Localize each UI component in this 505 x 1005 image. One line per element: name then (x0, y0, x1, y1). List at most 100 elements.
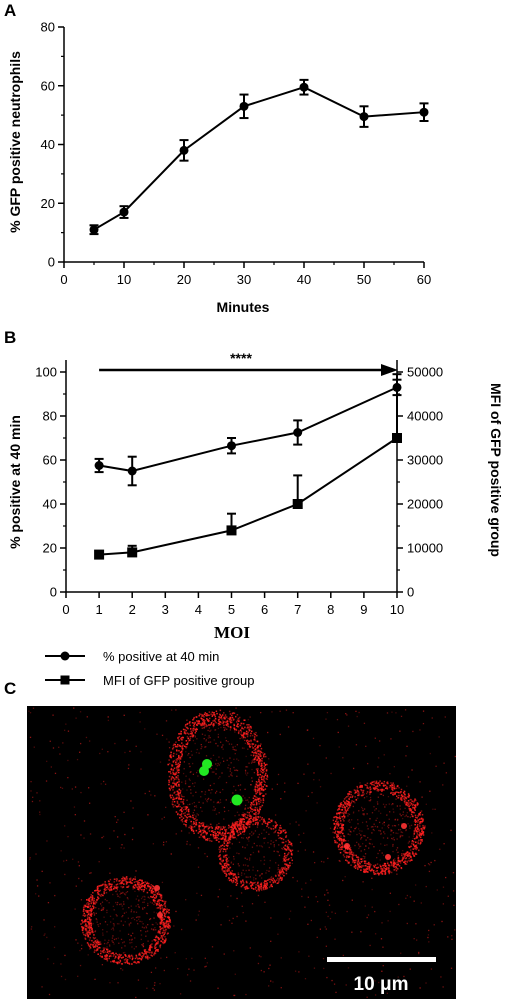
cell-membrane-speck (342, 844, 344, 847)
cell-membrane-speck (144, 956, 147, 958)
cell-interior-speck (252, 866, 254, 868)
cell-membrane-speck (162, 911, 164, 913)
cell-interior-speck (109, 915, 112, 917)
noise-speck (422, 710, 425, 712)
noise-speck (393, 766, 396, 768)
noise-speck (200, 836, 202, 838)
cell-membrane-speck (95, 944, 97, 946)
cell-membrane-speck (368, 869, 370, 871)
cell-membrane-speck (206, 837, 209, 840)
cell-membrane-speck (382, 869, 384, 871)
cell-membrane-speck (242, 879, 244, 881)
noise-speck (170, 709, 173, 711)
noise-speck (296, 880, 299, 882)
cell-membrane-speck (168, 920, 171, 923)
cell-membrane-speck (181, 745, 184, 747)
cell-membrane-speck (208, 724, 210, 726)
cell-membrane-speck (237, 726, 239, 728)
cell-membrane-speck (265, 887, 267, 889)
cell-membrane-speck (234, 873, 236, 875)
cell-membrane-speck (146, 881, 148, 884)
cell-membrane-speck (167, 932, 169, 935)
cell-membrane-speck (343, 815, 346, 818)
cell-membrane-speck (380, 868, 382, 870)
cell-membrane-speck (95, 942, 98, 944)
cell-membrane-speck (163, 912, 166, 915)
cell-membrane-speck (176, 785, 178, 788)
cell-membrane-speck (193, 825, 196, 828)
cell-interior-speck (241, 737, 243, 739)
cell-membrane-speck (381, 788, 383, 791)
cell-membrane-speck (214, 714, 216, 716)
cell-interior-speck (147, 896, 149, 898)
cell-interior-speck (201, 733, 204, 735)
cell-membrane-speck (284, 829, 286, 831)
cell-membrane-speck (192, 830, 195, 833)
cell-membrane-speck (195, 822, 198, 824)
cell-membrane-speck (232, 828, 235, 831)
cell-interior-speck (215, 763, 217, 765)
cell-membrane-speck (157, 899, 159, 902)
noise-speck (427, 863, 430, 865)
noise-speck (303, 832, 305, 834)
cell-interior-speck (133, 918, 136, 921)
cell-membrane-speck (259, 773, 262, 776)
cell-membrane-speck (169, 925, 171, 928)
noise-speck (196, 892, 198, 895)
cell-membrane-speck (97, 896, 99, 898)
cell-membrane-speck (202, 722, 204, 725)
cell-membrane-speck (337, 831, 340, 833)
cell-membrane-speck (108, 888, 111, 890)
cell-membrane-speck (226, 848, 228, 850)
noise-speck (265, 872, 267, 874)
cell-membrane-speck (266, 883, 268, 886)
cell-membrane-speck (185, 821, 188, 823)
cell-membrane-speck (248, 815, 251, 818)
cell-membrane-speck (239, 832, 242, 835)
cell-membrane-speck (182, 803, 185, 805)
cell-membrane-speck (345, 851, 347, 854)
noise-speck (47, 901, 50, 904)
cell-membrane-speck (264, 755, 267, 758)
cell-membrane-speck (259, 793, 261, 796)
cell-membrane-speck (267, 879, 269, 881)
noise-speck (319, 786, 322, 788)
cell-interior-speck (193, 801, 195, 804)
noise-speck (236, 811, 239, 813)
cell-interior-speck (253, 789, 255, 791)
cell-interior-speck (124, 893, 126, 895)
cell-membrane-speck (232, 827, 234, 830)
cell-interior-speck (397, 818, 399, 821)
cell-interior-speck (266, 869, 268, 872)
cell-interior-speck (380, 832, 382, 835)
cell-membrane-speck (348, 847, 351, 850)
noise-speck (389, 910, 391, 913)
cell-membrane-speck (346, 804, 348, 807)
cell-membrane-speck (139, 952, 141, 955)
y2-tick-label: 40000 (407, 409, 443, 424)
cell-membrane-speck (187, 810, 190, 813)
cell-membrane-speck (252, 888, 255, 890)
cell-interior-speck (122, 908, 124, 910)
cell-membrane-speck (94, 937, 97, 939)
legend-square-marker (60, 675, 70, 685)
cell-interior-speck (211, 788, 213, 791)
cell-membrane-speck (417, 830, 419, 833)
cell-interior-speck (128, 923, 130, 925)
noise-speck (101, 901, 104, 903)
cell-interior-speck (377, 852, 379, 855)
cell-membrane-speck (172, 769, 174, 771)
cell-membrane-speck (126, 961, 129, 963)
cell-interior-speck (215, 773, 217, 775)
cell-membrane-speck (178, 765, 180, 768)
cell-membrane-speck (278, 870, 281, 873)
cell-membrane-speck (350, 849, 352, 851)
cell-membrane-speck (109, 889, 112, 891)
cell-membrane-speck (167, 923, 170, 925)
cell-membrane-speck (169, 756, 172, 758)
cell-interior-speck (399, 808, 401, 810)
cell-membrane-speck (256, 808, 259, 811)
noise-speck (398, 903, 400, 906)
cell-membrane-speck (206, 715, 208, 717)
noise-speck (81, 944, 83, 946)
